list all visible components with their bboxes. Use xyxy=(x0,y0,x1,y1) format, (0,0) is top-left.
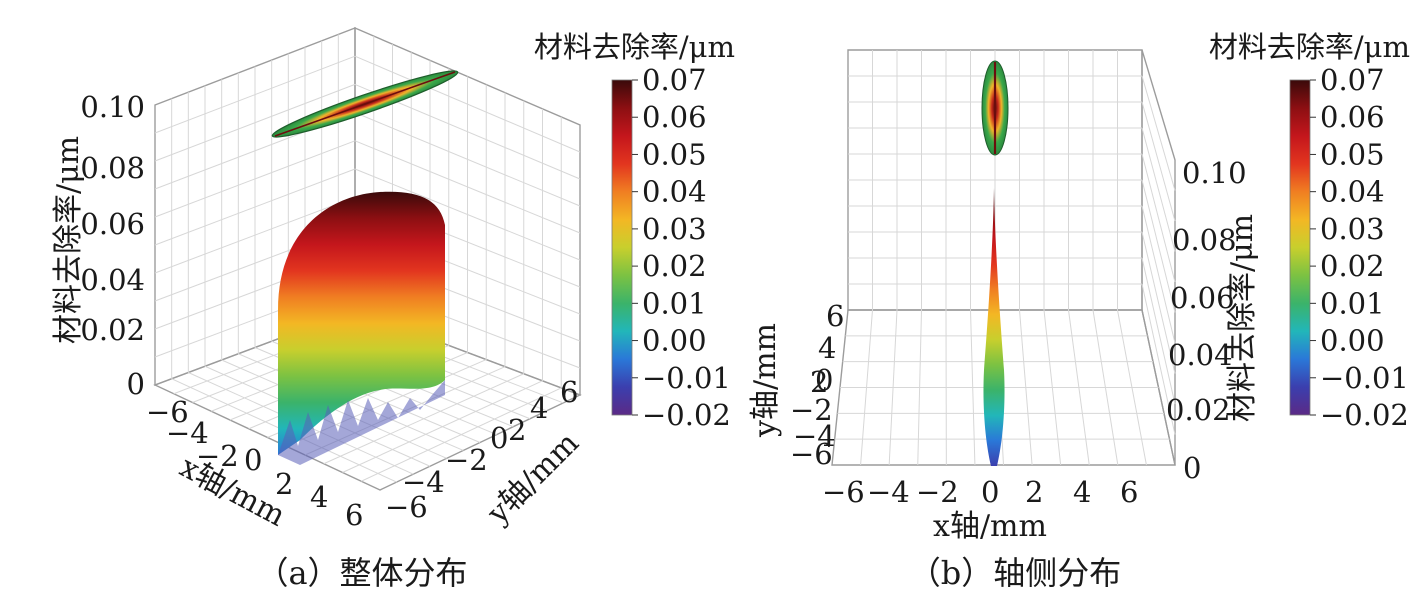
panel-b-z-tick: 0.02 xyxy=(1166,393,1231,427)
panel-a-x-tick: 2 xyxy=(275,467,293,501)
panel-b-colorbar-gradient xyxy=(1289,79,1311,416)
panel-a-z-tick: 0.02 xyxy=(80,313,145,347)
panel-a-z-tick: 0.10 xyxy=(80,90,145,124)
panel-b-z-tick: 0.10 xyxy=(1182,156,1247,190)
panel-b: 0 0.02 0.04 0.06 0.08 0.10 材料去除率/μm 6 4 … xyxy=(748,30,1410,592)
colorbar-tick-label: 0.06 xyxy=(642,100,707,134)
colorbar-tick-label: −0.02 xyxy=(642,398,731,432)
panel-b-x-ticks: −6 −4 −2 0 2 4 6 xyxy=(822,475,1138,509)
panel-b-x-tick: 6 xyxy=(1120,475,1138,509)
panel-b-x-tick: −2 xyxy=(916,475,959,509)
panel-a-x-ticks: −6 −4 −2 0 2 4 6 xyxy=(146,395,363,532)
panel-b-x-tick: 2 xyxy=(1025,475,1043,509)
panel-b-side-wall xyxy=(1141,49,1176,466)
panel-a-y-tick: 6 xyxy=(560,375,578,409)
panel-b-y-tick: −6 xyxy=(790,437,833,471)
panel-a-colorbar-label: 材料去除率/μm xyxy=(534,30,735,64)
panel-a-x-tick: 6 xyxy=(345,498,363,532)
grid-line xyxy=(1141,153,1176,283)
panel-b-y-tick: 2 xyxy=(810,365,828,399)
panel-a-x-tick: −6 xyxy=(146,395,189,429)
panel-a-z-label: 材料去除率/μm xyxy=(51,136,86,344)
panel-b-x-tick: 0 xyxy=(981,475,999,509)
grid-line xyxy=(342,380,543,473)
colorbar-tick-label: 0.07 xyxy=(1320,63,1385,97)
grid-line xyxy=(361,387,562,482)
panel-b-y-tick: 6 xyxy=(826,299,844,333)
panel-b-top-projection xyxy=(981,60,1009,156)
colorbar-tick-label: 0.00 xyxy=(642,324,707,358)
colorbar-tick-label: 0.05 xyxy=(642,137,707,171)
panel-a-y-tick: 0 xyxy=(490,421,508,455)
panel-b-colorbar-label: 材料去除率/μm xyxy=(1209,30,1410,64)
panel-b-z-ticks: 0 0.02 0.04 0.06 0.08 0.10 xyxy=(1166,156,1247,485)
panel-a-y-ticks: −6 −4 −2 0 2 4 6 xyxy=(385,375,578,524)
panel-a-z-tick: 0.08 xyxy=(80,151,145,185)
grid-line xyxy=(1141,283,1176,435)
panel-a-grid xyxy=(153,26,582,491)
panel-b-z-label: 材料去除率/μm xyxy=(1225,214,1260,422)
grid-line xyxy=(1141,205,1176,344)
colorbar-tick-label: −0.02 xyxy=(1320,398,1409,432)
panel-a-z-tick: 0 xyxy=(127,367,145,401)
panel-b-caption: （b）轴侧分布 xyxy=(909,554,1122,592)
colorbar-tick-label: 0.04 xyxy=(1320,175,1385,209)
panel-a-y-tick: −2 xyxy=(445,443,488,477)
colorbar-tick-label: 0.01 xyxy=(642,286,707,320)
panel-b-surface xyxy=(983,188,1005,466)
panel-b-x-tick: −4 xyxy=(867,475,910,509)
panel-b-y-ticks: 6 4 2 0 −2 −4 −6 xyxy=(790,299,844,471)
colorbar-tick-label: 0.02 xyxy=(642,249,707,283)
panel-b-x-tick: −6 xyxy=(822,475,865,509)
colorbar-tick-label: 0.05 xyxy=(1320,137,1385,171)
panel-b-z-tick: 0.08 xyxy=(1172,223,1237,257)
panel-a-z-tick: 0.06 xyxy=(80,207,145,241)
panel-b-y-tick: 4 xyxy=(818,331,836,365)
colorbar-tick-label: 0.01 xyxy=(1320,286,1385,320)
panel-b-x-tick: 4 xyxy=(1073,475,1091,509)
panel-b-x-label: x轴/mm xyxy=(933,509,1047,544)
panel-a-top-projection xyxy=(271,70,459,138)
grid-line xyxy=(1141,101,1176,222)
panel-a-y-tick: 4 xyxy=(530,391,548,425)
panel-b-z-tick: 0.04 xyxy=(1168,338,1233,372)
panel-a-z-ticks: 0 0.02 0.04 0.06 0.08 0.10 xyxy=(80,90,145,401)
panel-a-y-tick: −4 xyxy=(402,465,445,499)
colorbar-tick-label: 0.04 xyxy=(642,175,707,209)
grid-line xyxy=(1141,179,1176,313)
panel-b-y-tick: −2 xyxy=(790,393,833,427)
panel-a-z-tick: 0.04 xyxy=(80,263,145,297)
colorbar-tick-label: 0.02 xyxy=(1320,249,1385,283)
panel-b-z-tick: 0 xyxy=(1183,451,1201,485)
colorbar-tick-label: 0.00 xyxy=(1320,324,1385,358)
colorbar-tick-label: 0.07 xyxy=(642,63,707,97)
grid-line xyxy=(1141,231,1176,374)
colorbar-tick-label: −0.01 xyxy=(642,361,731,395)
panel-b-y-label: y轴/mm xyxy=(748,323,783,438)
panel-b-colorbar: 材料去除率/μm 0.070.060.05 0.040.030.020.01 0.0… xyxy=(1209,30,1410,432)
panel-a-y-tick: −6 xyxy=(385,490,428,524)
panel-a-y-tick: 2 xyxy=(508,413,526,447)
grid-line xyxy=(1141,257,1176,405)
panel-a-caption: （a）整体分布 xyxy=(256,554,467,592)
panel-a-colorbar: 材料去除率/μm 0.070.060.05 0.040.030.020.01 0.0… xyxy=(534,30,735,432)
panel-a-surface-fringe xyxy=(278,380,445,465)
panel-a-x-tick: 4 xyxy=(310,480,328,514)
panel-a-x-tick: −4 xyxy=(166,416,209,450)
panel-a: 0 0.02 0.04 0.06 0.08 0.10 材料去除率/μm −6 −… xyxy=(51,26,735,592)
panel-b-y-tick: 0 xyxy=(815,363,833,397)
panel-a-colorbar-gradient xyxy=(611,79,633,416)
colorbar-tick-label: 0.03 xyxy=(1320,212,1385,246)
colorbar-tick-label: 0.03 xyxy=(642,212,707,246)
colorbar-tick-label: −0.01 xyxy=(1320,361,1409,395)
panel-a-x-tick: 0 xyxy=(244,443,262,477)
colorbar-tick-label: 0.06 xyxy=(1320,100,1385,134)
panel-b-y-tick: −4 xyxy=(793,419,836,453)
panel-a-x-tick: −2 xyxy=(196,439,239,473)
panel-a-surface xyxy=(278,191,445,455)
panel-b-z-tick: 0.06 xyxy=(1170,281,1235,315)
grid-line xyxy=(1141,75,1176,191)
grid-line xyxy=(1141,127,1176,252)
